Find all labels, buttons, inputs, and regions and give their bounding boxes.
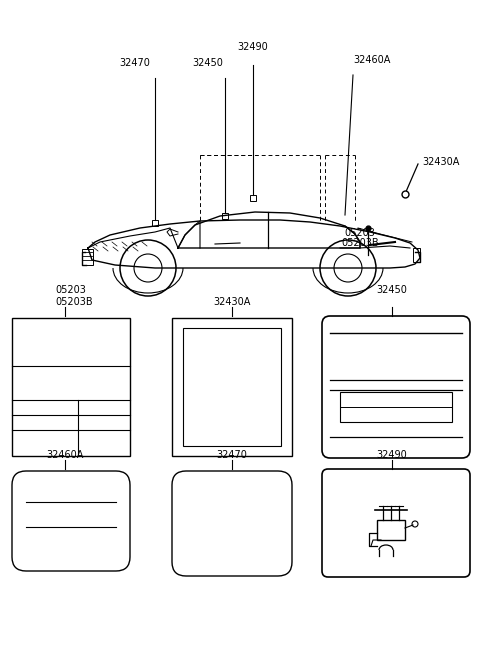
Bar [250,195,256,201]
Bar [340,392,452,422]
Text: 32490: 32490 [377,450,408,460]
Bar [172,318,292,456]
Text: 32450: 32450 [377,285,408,295]
Bar [12,318,130,456]
Bar [413,248,420,262]
Text: 32460A: 32460A [46,450,84,460]
Text: 05203: 05203 [345,228,375,238]
Text: 32430A: 32430A [213,297,251,307]
Text: 32490: 32490 [238,42,268,52]
Bar [152,220,158,226]
Text: 32470: 32470 [120,58,150,68]
Text: 05203: 05203 [55,285,86,295]
Text: 05203B: 05203B [341,238,379,248]
Bar [82,249,93,265]
Bar [377,520,405,540]
Bar [183,328,281,446]
Text: 05203B: 05203B [55,297,93,307]
Text: 32430A: 32430A [422,157,459,167]
Text: 32450: 32450 [192,58,223,68]
Bar [222,213,228,219]
Text: 32470: 32470 [216,450,247,460]
Text: 32460A: 32460A [353,55,390,65]
